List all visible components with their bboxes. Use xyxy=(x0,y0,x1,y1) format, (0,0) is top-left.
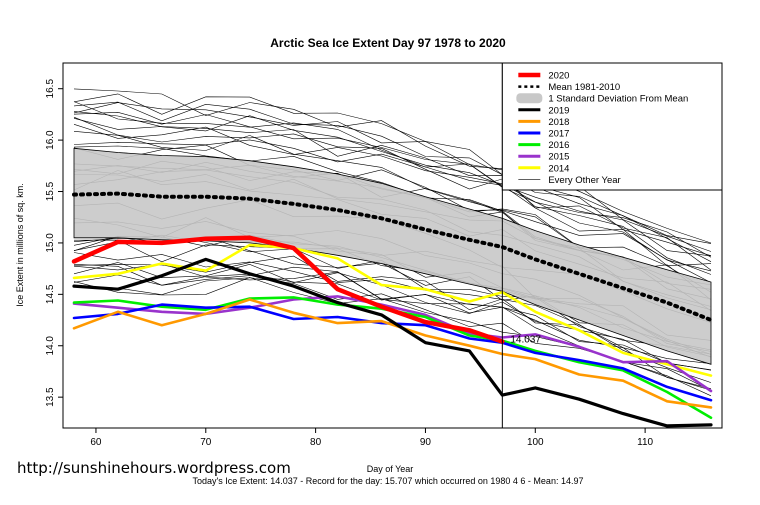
series-line-2020 xyxy=(71,235,505,344)
axes-layer: 60 70 80 90 100 110 13.5 14.0 14.5 15.0 15.5 16.0 16… xyxy=(45,62,723,448)
current-value-label: 14.037 xyxy=(510,335,541,346)
footer-stats: Today's Ice Extent: 14.037 - Record for … xyxy=(193,476,584,486)
other-year-line xyxy=(73,111,712,258)
series-line-2017 xyxy=(72,303,713,402)
legend-label: 2014 xyxy=(548,163,569,174)
x-tick-label: 100 xyxy=(527,437,544,448)
other-year-line xyxy=(73,111,712,257)
x-axis-label: Day of Year xyxy=(367,464,414,474)
other-year-line xyxy=(73,144,712,293)
legend-entry: 2018 xyxy=(518,117,569,128)
series-layer xyxy=(71,235,713,428)
legend-entry: 2020 xyxy=(518,71,569,82)
legend-label: 2019 xyxy=(548,105,569,116)
legend-label: 2016 xyxy=(548,140,569,151)
x-tick-label: 60 xyxy=(90,437,102,448)
other-year-line xyxy=(73,239,712,355)
other-year-line xyxy=(73,273,712,389)
legend-entry: 2017 xyxy=(518,129,569,140)
legend-label: 2017 xyxy=(548,129,569,140)
series-line-2015 xyxy=(72,295,713,393)
other-year-line xyxy=(73,124,712,272)
chart-title: Arctic Sea Ice Extent Day 97 1978 to 202… xyxy=(270,36,506,50)
legend-label: Every Other Year xyxy=(548,175,620,186)
y-tick-label: 15.0 xyxy=(45,233,56,253)
x-tick-label: 80 xyxy=(310,437,322,448)
std-band-layer xyxy=(73,147,712,365)
legend-entry: 1 Standard Deviation From Mean xyxy=(516,93,688,105)
y-tick-label: 16.0 xyxy=(45,130,56,150)
other-year-line xyxy=(73,116,712,275)
other-year-line xyxy=(73,252,712,383)
other-year-line xyxy=(73,101,712,262)
y-tick-label: 13.5 xyxy=(45,387,56,407)
legend-entry: 2019 xyxy=(518,105,569,116)
legend-label: 1 Standard Deviation From Mean xyxy=(548,94,688,105)
y-tick-label: 16.5 xyxy=(45,79,56,99)
other-year-line xyxy=(73,93,712,252)
other-year-line xyxy=(73,88,712,244)
y-tick-label: 15.5 xyxy=(45,181,56,201)
source-url: http://sunshinehours.wordpress.com xyxy=(17,459,291,477)
other-year-line xyxy=(73,118,712,271)
plot-frame xyxy=(62,62,723,429)
y-axis-label: Ice Extent in millions of sq. km. xyxy=(15,183,25,307)
y-tick-label: 14.0 xyxy=(45,336,56,356)
mean-layer xyxy=(72,191,713,322)
series-line-2019 xyxy=(72,257,713,428)
legend-entry: Every Other Year xyxy=(518,175,621,186)
legend-swatch xyxy=(516,93,543,104)
x-tick-label: 110 xyxy=(637,437,653,448)
legend-label: 2020 xyxy=(548,71,569,82)
x-tick-label: 90 xyxy=(420,437,432,448)
legend-entry: 2015 xyxy=(518,152,569,163)
other-year-line xyxy=(73,102,712,244)
std-band xyxy=(73,147,712,365)
legend-label: Mean 1981-2010 xyxy=(548,82,620,93)
legend-entry: 2016 xyxy=(518,140,569,151)
legend-label: 2018 xyxy=(548,117,569,128)
other-year-line xyxy=(73,262,712,371)
other-year-line xyxy=(73,139,712,267)
legend-entry: 2014 xyxy=(518,163,569,174)
other-year-line xyxy=(73,131,712,283)
x-tick-label: 70 xyxy=(200,437,212,448)
legend-label: 2015 xyxy=(548,152,569,163)
y-tick-label: 14.5 xyxy=(45,284,56,304)
legend-entry: Mean 1981-2010 xyxy=(518,82,620,93)
mean-line xyxy=(72,191,713,322)
